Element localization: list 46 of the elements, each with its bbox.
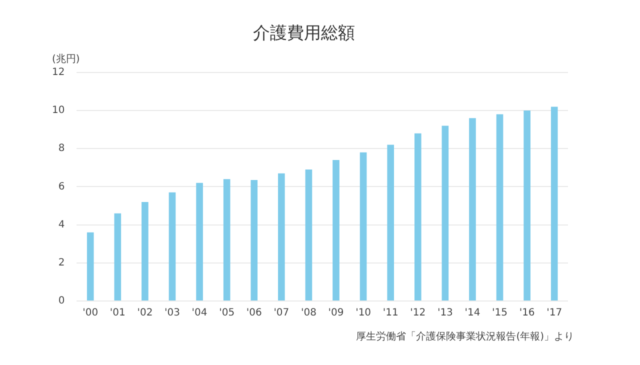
bar: [114, 213, 122, 300]
x-tick-label: '03: [164, 308, 180, 319]
x-tick-label: '08: [300, 308, 316, 319]
y-tick-label: 10: [52, 105, 65, 116]
bar: [360, 152, 367, 300]
chart-title: 介護費用総額: [253, 24, 355, 44]
y-axis-title: (兆円): [52, 52, 80, 65]
bar: [414, 133, 422, 300]
bar: [223, 179, 230, 300]
y-tick-label: 12: [52, 66, 65, 78]
x-tick-label: '05: [219, 308, 235, 319]
bar: [168, 192, 176, 300]
x-tick-label: '13: [437, 308, 453, 319]
x-tick-label: '17: [546, 308, 562, 319]
bar: [442, 126, 449, 300]
x-tick-label: '12: [410, 308, 426, 319]
x-tick-label: '04: [192, 308, 208, 319]
bar: [196, 182, 203, 300]
text: 厚生労働省「介護保険事業状況報告(年報)」より: [356, 330, 574, 343]
x-tick-label: '16: [519, 308, 535, 319]
bar: [142, 202, 148, 300]
y-tick-label: 4: [58, 219, 65, 230]
bar: [278, 173, 285, 300]
x-tick-label: '10: [356, 308, 372, 319]
bar: [332, 160, 340, 300]
x-tick-label: '15: [492, 308, 508, 319]
x-tick-label: '11: [382, 308, 398, 319]
y-tick-label: 2: [58, 257, 65, 268]
bar: [86, 232, 94, 300]
bar: [550, 106, 558, 300]
y-tick-label: 0: [58, 296, 65, 307]
x-tick-label: '07: [274, 308, 290, 319]
x-tick-label: '00: [82, 308, 98, 319]
x-tick-label: '14: [464, 308, 480, 319]
y-tick-label: 8: [58, 143, 65, 154]
x-tick-label: '01: [110, 308, 126, 319]
bar: [250, 180, 258, 300]
x-tick-label: '09: [328, 308, 344, 319]
bar: [524, 110, 530, 300]
y-tick-label: 6: [58, 181, 65, 192]
bar: [496, 114, 504, 300]
bar: [387, 144, 394, 300]
bar: [469, 118, 476, 300]
x-tick-label: '02: [137, 308, 153, 319]
x-tick-label: '06: [246, 308, 262, 319]
bar: [305, 170, 312, 300]
